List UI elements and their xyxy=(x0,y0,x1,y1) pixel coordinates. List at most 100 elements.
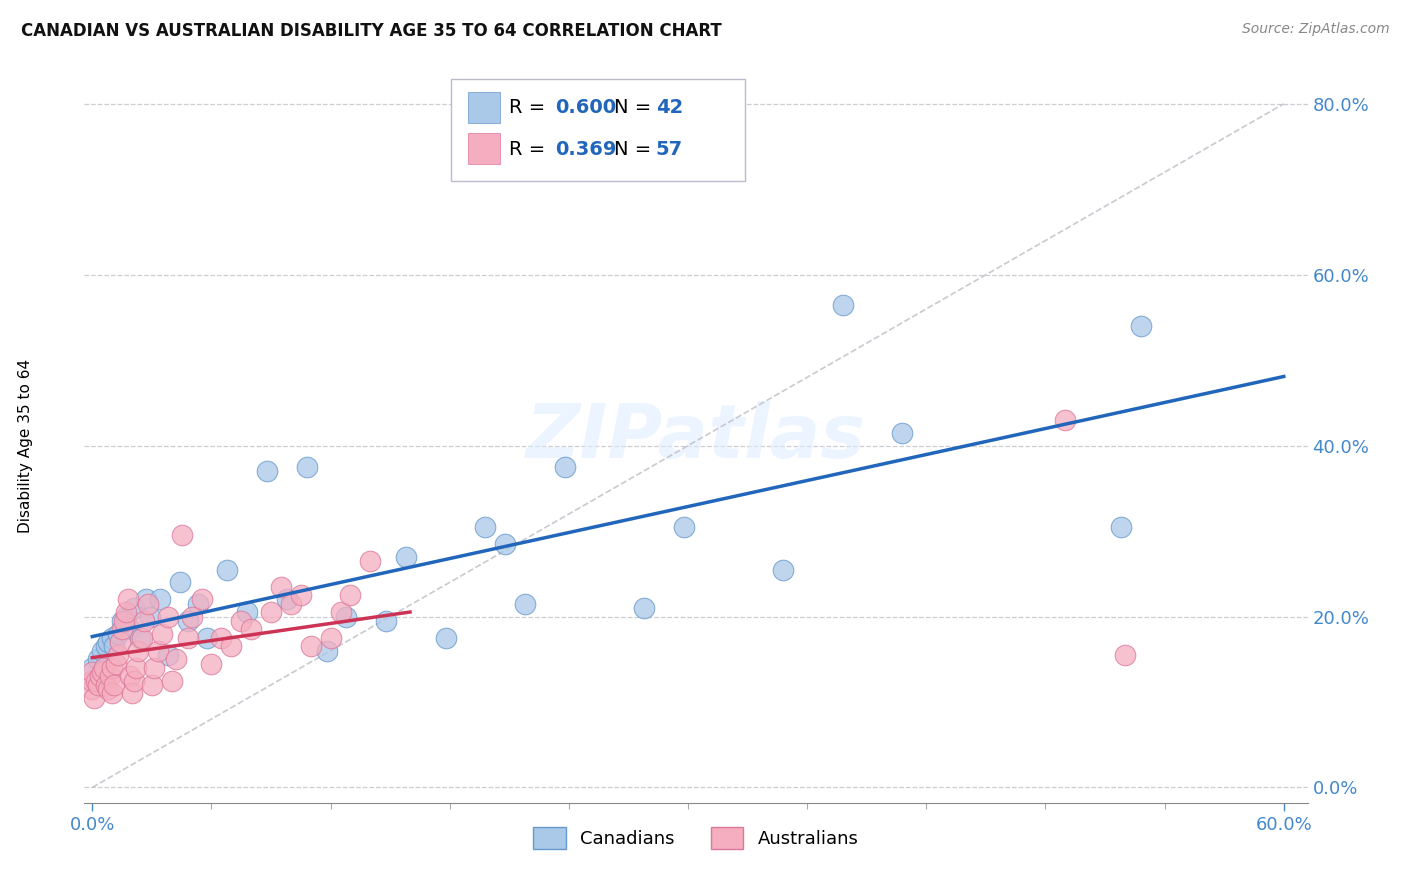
Point xyxy=(156,648,179,662)
Point xyxy=(141,678,163,692)
Point xyxy=(131,631,153,645)
Point xyxy=(217,562,239,576)
FancyBboxPatch shape xyxy=(451,78,745,181)
Point xyxy=(359,554,381,568)
Point xyxy=(395,549,418,564)
Point xyxy=(1114,648,1136,662)
Point xyxy=(118,623,141,637)
Point xyxy=(122,673,145,688)
Point xyxy=(276,592,298,607)
Point xyxy=(260,605,283,619)
Text: 0.600: 0.600 xyxy=(555,98,616,117)
Point xyxy=(200,657,222,671)
Point xyxy=(87,678,110,692)
Point xyxy=(127,643,149,657)
Point xyxy=(117,592,139,607)
Point xyxy=(299,640,322,654)
Point xyxy=(91,643,114,657)
Legend: Canadians, Australians: Canadians, Australians xyxy=(519,813,873,863)
Point xyxy=(107,626,129,640)
Point xyxy=(111,623,134,637)
Point xyxy=(91,665,114,679)
Point xyxy=(139,609,162,624)
Point xyxy=(236,605,259,619)
Point xyxy=(280,597,302,611)
Point xyxy=(96,640,118,654)
Point xyxy=(180,609,202,624)
Point xyxy=(256,464,278,478)
Point xyxy=(125,661,148,675)
Point xyxy=(149,592,172,607)
Point xyxy=(97,635,120,649)
Point xyxy=(146,643,169,657)
Point xyxy=(295,460,318,475)
Point xyxy=(111,614,134,628)
Point xyxy=(1054,413,1077,427)
Point xyxy=(118,669,141,683)
Point xyxy=(103,640,125,654)
Point xyxy=(82,665,104,679)
Text: CANADIAN VS AUSTRALIAN DISABILITY AGE 35 TO 64 CORRELATION CHART: CANADIAN VS AUSTRALIAN DISABILITY AGE 35… xyxy=(21,22,721,40)
Point xyxy=(84,673,107,688)
Point xyxy=(209,631,232,645)
Point xyxy=(93,661,115,675)
Text: Source: ZipAtlas.com: Source: ZipAtlas.com xyxy=(1241,22,1389,37)
Point xyxy=(197,631,219,645)
Text: 42: 42 xyxy=(655,98,683,117)
Point xyxy=(891,425,914,440)
Point xyxy=(89,669,111,683)
Point xyxy=(315,643,337,657)
Point xyxy=(221,640,243,654)
Point xyxy=(122,601,145,615)
Point xyxy=(112,614,135,628)
Text: 57: 57 xyxy=(655,140,683,159)
Point xyxy=(82,661,104,675)
Point xyxy=(82,673,104,688)
Point xyxy=(187,597,209,611)
Point xyxy=(169,575,191,590)
Point xyxy=(832,298,855,312)
Point xyxy=(108,635,131,649)
Point xyxy=(474,520,496,534)
Point xyxy=(87,652,110,666)
Point xyxy=(240,623,263,637)
Point xyxy=(160,673,183,688)
Point xyxy=(142,661,165,675)
Point xyxy=(101,661,124,675)
Point xyxy=(494,537,516,551)
Point xyxy=(150,626,173,640)
Point xyxy=(83,690,105,705)
Text: N =: N = xyxy=(614,98,658,117)
Point xyxy=(170,528,193,542)
Point xyxy=(156,609,179,624)
Point xyxy=(176,614,198,628)
Point xyxy=(107,648,129,662)
Point xyxy=(554,460,576,475)
Point xyxy=(129,631,152,645)
Point xyxy=(515,597,537,611)
Point xyxy=(329,605,352,619)
Point xyxy=(82,682,104,697)
Point xyxy=(115,605,138,619)
Point xyxy=(103,678,125,692)
Point xyxy=(1109,520,1132,534)
Point xyxy=(434,631,457,645)
Point xyxy=(105,657,128,671)
Point xyxy=(165,652,187,666)
Point xyxy=(121,686,143,700)
Point xyxy=(101,631,124,645)
Text: R =: R = xyxy=(509,98,551,117)
Point xyxy=(101,686,124,700)
Point xyxy=(96,678,118,692)
FancyBboxPatch shape xyxy=(468,133,501,163)
Text: 0.369: 0.369 xyxy=(555,140,617,159)
Point xyxy=(190,592,212,607)
Point xyxy=(772,562,794,576)
Point xyxy=(132,614,155,628)
FancyBboxPatch shape xyxy=(468,92,501,122)
Point xyxy=(339,588,361,602)
Point xyxy=(335,609,357,624)
Point xyxy=(176,631,198,645)
Point xyxy=(375,614,398,628)
Point xyxy=(115,609,138,624)
